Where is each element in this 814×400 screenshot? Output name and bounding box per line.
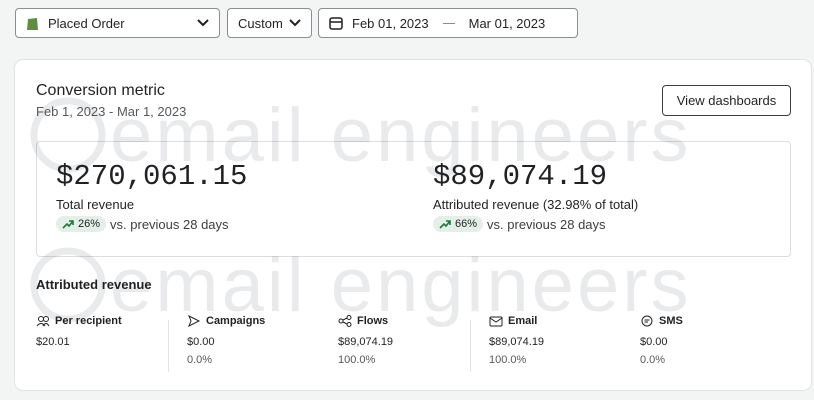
summary-label: Total revenue — [56, 197, 135, 212]
shopify-icon — [27, 18, 38, 30]
breakdown-name: SMS — [659, 315, 683, 327]
end-date: Mar 01, 2023 — [468, 15, 546, 31]
range-type-label: Custom — [238, 15, 283, 31]
change-badge: 66% — [433, 216, 484, 232]
breakdown-value: $0.00 — [640, 336, 668, 348]
summary-box — [36, 141, 791, 257]
summary-item: $89,074.19 Attributed revenue (32.98% of… — [433, 160, 638, 232]
divider — [168, 320, 169, 372]
trend-icon — [439, 220, 451, 229]
summary-item: $270,061.15 Total revenue 26% vs. previo… — [56, 160, 247, 232]
breakdown-name-row: Email — [489, 312, 639, 330]
breakdown-share: 100.0% — [338, 354, 376, 366]
date-picker[interactable]: Feb 01, 2023 Mar 01, 2023 — [318, 8, 578, 38]
comparison: vs. previous 28 days — [487, 216, 606, 232]
breakdown-share: 100.0% — [489, 354, 527, 366]
breakdown-item: Email $89,074.19 100.0% — [489, 312, 639, 366]
chevron — [289, 19, 301, 27]
breakdown-name-row: Flows — [338, 312, 488, 330]
breakdown-name: Flows — [357, 315, 389, 327]
metric-select[interactable]: Placed Order — [15, 8, 220, 38]
campaign-icon — [188, 315, 201, 327]
breakdown-name-row: Campaigns — [187, 312, 337, 330]
people-icon — [36, 316, 50, 327]
email-icon — [489, 316, 503, 327]
breakdown-share: 0.0% — [187, 354, 213, 366]
breakdown-item: Campaigns $0.00 0.0% — [187, 312, 337, 366]
view-dashboards-button[interactable]: View dashboards — [662, 85, 791, 116]
breakdown-item: Flows $89,074.19 100.0% — [338, 312, 488, 366]
sms-icon — [641, 315, 653, 327]
summary-change-row: 26% vs. previous 28 days — [56, 216, 247, 232]
change-badge: 26% — [56, 216, 107, 232]
summary-value: $270,061.15 — [56, 160, 248, 193]
breakdown-title: Attributed revenue — [36, 277, 152, 292]
breakdown-value: $20.01 — [36, 336, 70, 348]
breakdown-name-row: SMS — [640, 312, 790, 330]
summary-value: $89,074.19 — [433, 160, 608, 193]
calendar-icon — [329, 17, 343, 30]
breakdown-share: 0.0% — [640, 354, 666, 366]
divider — [470, 320, 471, 372]
flow-icon — [338, 315, 352, 327]
chevron — [197, 19, 209, 27]
breakdown-value: $0.00 — [187, 336, 215, 348]
card-title: Conversion metric — [36, 82, 165, 99]
comparison: vs. previous 28 days — [110, 216, 229, 232]
breakdown-name: Campaigns — [206, 315, 266, 327]
change-value: 26% — [78, 218, 101, 230]
breakdown-value: $89,074.19 — [338, 336, 394, 348]
metric-label: Placed Order — [48, 15, 125, 31]
breakdown-value: $89,074.19 — [489, 336, 545, 348]
summary-label: Attributed revenue (32.98% of total) — [433, 197, 639, 212]
date-separator — [442, 22, 455, 24]
start-date: Feb 01, 2023 — [352, 15, 429, 31]
range-type-select[interactable]: Custom — [227, 8, 312, 38]
breakdown-name: Email — [508, 315, 538, 327]
breakdown-item: Per recipient $20.01 — [36, 312, 186, 348]
breakdown-item: SMS $0.00 0.0% — [640, 312, 790, 366]
card-date-range: Feb 1, 2023 - Mar 1, 2023 — [36, 104, 187, 119]
summary-change-row: 66% vs. previous 28 days — [433, 216, 638, 232]
trend-icon — [62, 220, 74, 229]
change-value: 66% — [455, 218, 478, 230]
breakdown-name: Per recipient — [55, 315, 122, 327]
breakdown-name-row: Per recipient — [36, 312, 186, 330]
